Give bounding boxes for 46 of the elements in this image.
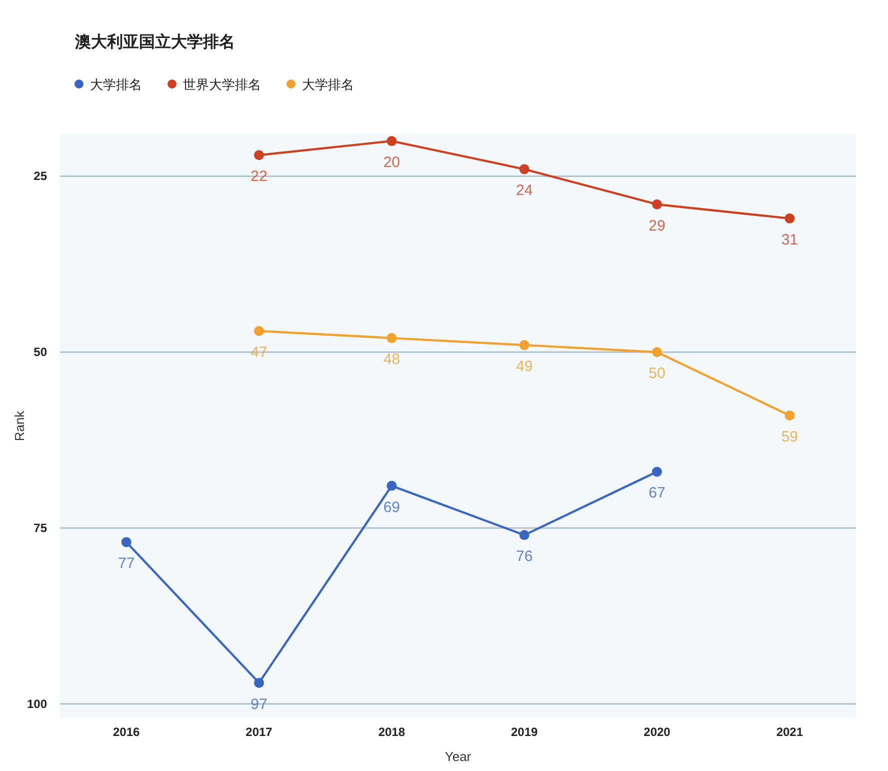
data-label: 48 xyxy=(383,351,400,368)
data-label: 22 xyxy=(250,168,268,186)
legend-label: 大学排名 xyxy=(90,77,142,92)
data-label: 59 xyxy=(781,428,798,446)
point xyxy=(121,537,132,548)
data-label: 50 xyxy=(648,365,666,382)
point xyxy=(519,530,530,540)
point xyxy=(386,480,397,491)
point xyxy=(784,213,795,224)
point xyxy=(784,410,795,420)
y-tick-label: 25 xyxy=(34,169,48,184)
y-tick-label: 75 xyxy=(34,521,48,536)
point xyxy=(386,333,397,344)
point xyxy=(254,326,264,336)
data-label: 69 xyxy=(383,498,400,516)
data-label: 77 xyxy=(118,555,135,572)
data-label: 20 xyxy=(383,154,400,172)
x-tick-label: 2016 xyxy=(112,725,140,739)
data-label: 29 xyxy=(648,217,666,234)
data-label: 31 xyxy=(781,231,798,248)
chart-title: 澳大利亚国立大学排名 xyxy=(74,32,235,51)
y-axis-title: Rank xyxy=(12,410,27,442)
point xyxy=(519,340,530,350)
legend-label: 大学排名 xyxy=(302,77,354,92)
data-label: 24 xyxy=(516,182,533,200)
data-label: 76 xyxy=(516,548,533,566)
x-tick-label: 2020 xyxy=(644,725,671,739)
point xyxy=(652,466,662,477)
point xyxy=(652,347,662,358)
y-tick-label: 100 xyxy=(26,696,48,711)
point xyxy=(254,150,264,160)
data-label: 47 xyxy=(250,344,268,362)
x-axis-title: Year xyxy=(444,749,472,764)
point xyxy=(519,164,530,174)
x-tick-label: 2021 xyxy=(776,725,804,739)
x-tick-label: 2019 xyxy=(510,725,538,739)
y-tick-label: 50 xyxy=(34,345,48,360)
x-tick-label: 2018 xyxy=(378,725,406,739)
data-label: 97 xyxy=(250,696,268,713)
point xyxy=(652,199,662,210)
point xyxy=(254,678,264,688)
data-label: 67 xyxy=(648,484,666,502)
data-label: 49 xyxy=(516,358,533,376)
x-tick-label: 2017 xyxy=(246,725,273,739)
point xyxy=(386,136,397,146)
legend-label: 世界大学排名 xyxy=(183,77,261,92)
